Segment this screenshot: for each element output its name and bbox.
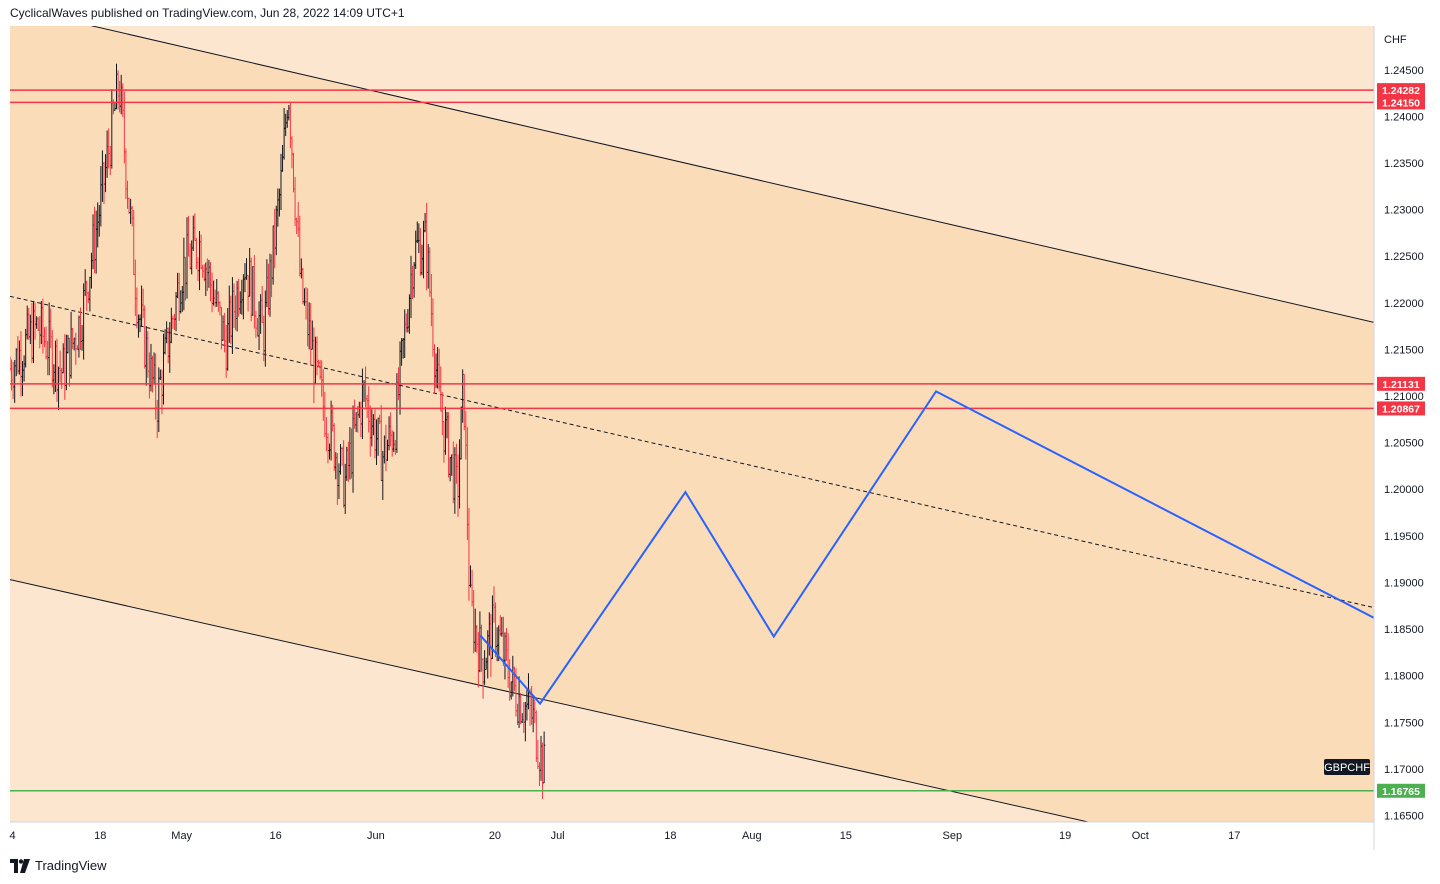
channel-median-line: [10, 295, 1374, 609]
price-tick-label: 1.18500: [1384, 624, 1424, 636]
time-tick-label: 18: [94, 830, 106, 842]
price-tick-label: 1.16500: [1384, 810, 1424, 822]
price-level-badge: [1377, 83, 1425, 98]
price-level-badge: [1377, 783, 1425, 798]
tradingview-logo-icon[interactable]: [10, 858, 30, 873]
price-level-label: 1.24150: [1382, 97, 1420, 109]
price-tick-label: 1.18000: [1384, 671, 1424, 683]
footer-brand[interactable]: TradingView: [35, 858, 107, 873]
price-tick-label: 1.23500: [1384, 158, 1424, 170]
time-axis[interactable]: 4 18 May 16 Jun 20 Jul 18 Aug 15 Sep 19 Oct 17: [9, 830, 1240, 842]
currency-label: CHF: [1384, 34, 1407, 46]
channel-upper-line: [90, 26, 1374, 323]
price-tick-label: 1.19000: [1384, 577, 1424, 589]
channel-lower-line: [10, 579, 1091, 822]
channel-fill: [10, 26, 1374, 822]
price-tick-label: 1.22000: [1384, 298, 1424, 310]
time-tick-label: Jul: [551, 830, 565, 842]
price-level-label: 1.24282: [1382, 85, 1420, 97]
price-tick-label: 1.24500: [1384, 65, 1424, 77]
time-tick-label: 18: [664, 830, 676, 842]
projection-path[interactable]: [479, 390, 1374, 706]
time-tick-label: 15: [840, 830, 852, 842]
price-tick-label: 1.21000: [1384, 391, 1424, 403]
price-tick-label: 1.17000: [1384, 764, 1424, 776]
symbol-badge: GBPCHF: [1324, 759, 1370, 775]
horizontal-levels[interactable]: [10, 89, 1374, 792]
price-level-badge: [1377, 95, 1425, 110]
price-tick-label: 1.24000: [1384, 111, 1424, 123]
price-level-label: 1.16765: [1382, 786, 1420, 798]
time-tick-label: 16: [270, 830, 282, 842]
time-tick-label: Oct: [1132, 830, 1149, 842]
time-tick-label: 19: [1059, 830, 1071, 842]
price-level-badge: [1377, 401, 1425, 416]
symbol-label: GBPCHF: [1324, 762, 1370, 774]
time-tick-label: 20: [489, 830, 501, 842]
price-tick-label: 1.23000: [1384, 205, 1424, 217]
time-tick-label: Jun: [367, 830, 385, 842]
price-tick-label: 1.19500: [1384, 531, 1424, 543]
price-axis[interactable]: 1.24500 1.24000 1.23500 1.23000 1.22500 1.220…: [1384, 65, 1424, 823]
price-tick-label: 1.20000: [1384, 484, 1424, 496]
price-level-badge: [1377, 376, 1425, 391]
price-level-label: 1.20867: [1382, 403, 1420, 415]
time-tick-label: May: [171, 830, 192, 842]
footer: TradingView: [10, 858, 107, 873]
projection-polyline: [479, 390, 1374, 706]
price-tick-label: 1.17500: [1384, 717, 1424, 729]
time-tick-label: Aug: [742, 830, 762, 842]
price-tick-label: 1.22500: [1384, 251, 1424, 263]
price-tick-label: 1.20500: [1384, 438, 1424, 450]
time-tick-label: 17: [1228, 830, 1240, 842]
publisher-line: CyclicalWaves published on TradingView.c…: [10, 6, 405, 20]
price-level-label: 1.21131: [1382, 379, 1420, 391]
time-tick-label: Sep: [943, 830, 963, 842]
candlestick-series: [10, 63, 546, 800]
time-tick-label: 4: [9, 830, 15, 842]
channel-area: [10, 26, 1374, 822]
price-tick-label: 1.21500: [1384, 344, 1424, 356]
